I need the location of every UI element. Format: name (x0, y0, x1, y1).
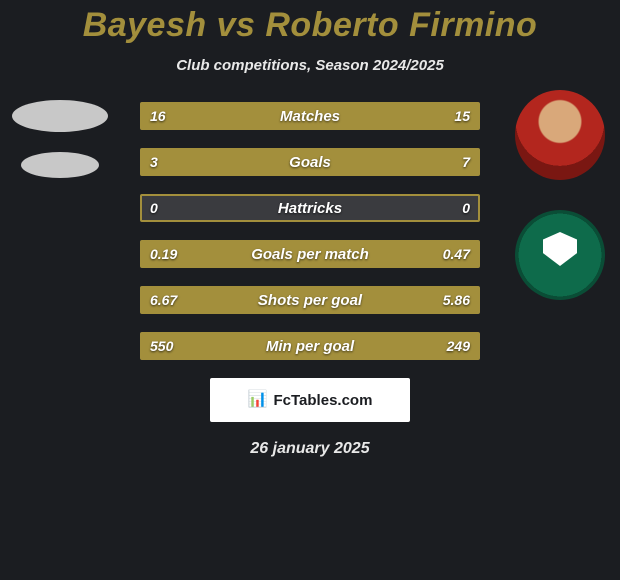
stat-row: 550249Min per goal (140, 332, 480, 360)
left-player-column (0, 90, 120, 208)
page-subtitle: Club competitions, Season 2024/2025 (0, 57, 620, 74)
branding-text: FcTables.com (274, 392, 373, 409)
right-player-column (500, 90, 620, 330)
stat-row: 00Hattricks (140, 194, 480, 222)
stat-label: Goals per match (142, 242, 478, 266)
stat-label: Shots per goal (142, 288, 478, 312)
player-avatar (515, 90, 605, 180)
chart-icon: 📊 (248, 392, 268, 408)
stat-label: Matches (142, 104, 478, 128)
team-avatar-placeholder (21, 152, 99, 178)
stat-label: Goals (142, 150, 478, 174)
stat-row: 6.675.86Shots per goal (140, 286, 480, 314)
player-avatar-placeholder (12, 100, 108, 132)
team-avatar (515, 210, 605, 300)
stats-area: 1615Matches 37Goals 00Hattricks 0.190.47Goa… (0, 102, 620, 360)
stat-row: 37Goals (140, 148, 480, 176)
stat-label: Min per goal (142, 334, 478, 358)
date-label: 26 january 2025 (0, 440, 620, 458)
stat-row: 1615Matches (140, 102, 480, 130)
bars-container: 1615Matches 37Goals 00Hattricks 0.190.47Goa… (140, 102, 480, 360)
branding-badge: 📊 FcTables.com (210, 378, 410, 422)
stat-label: Hattricks (142, 196, 478, 220)
page-title: Bayesh vs Roberto Firmino (0, 0, 620, 45)
stat-row: 0.190.47Goals per match (140, 240, 480, 268)
